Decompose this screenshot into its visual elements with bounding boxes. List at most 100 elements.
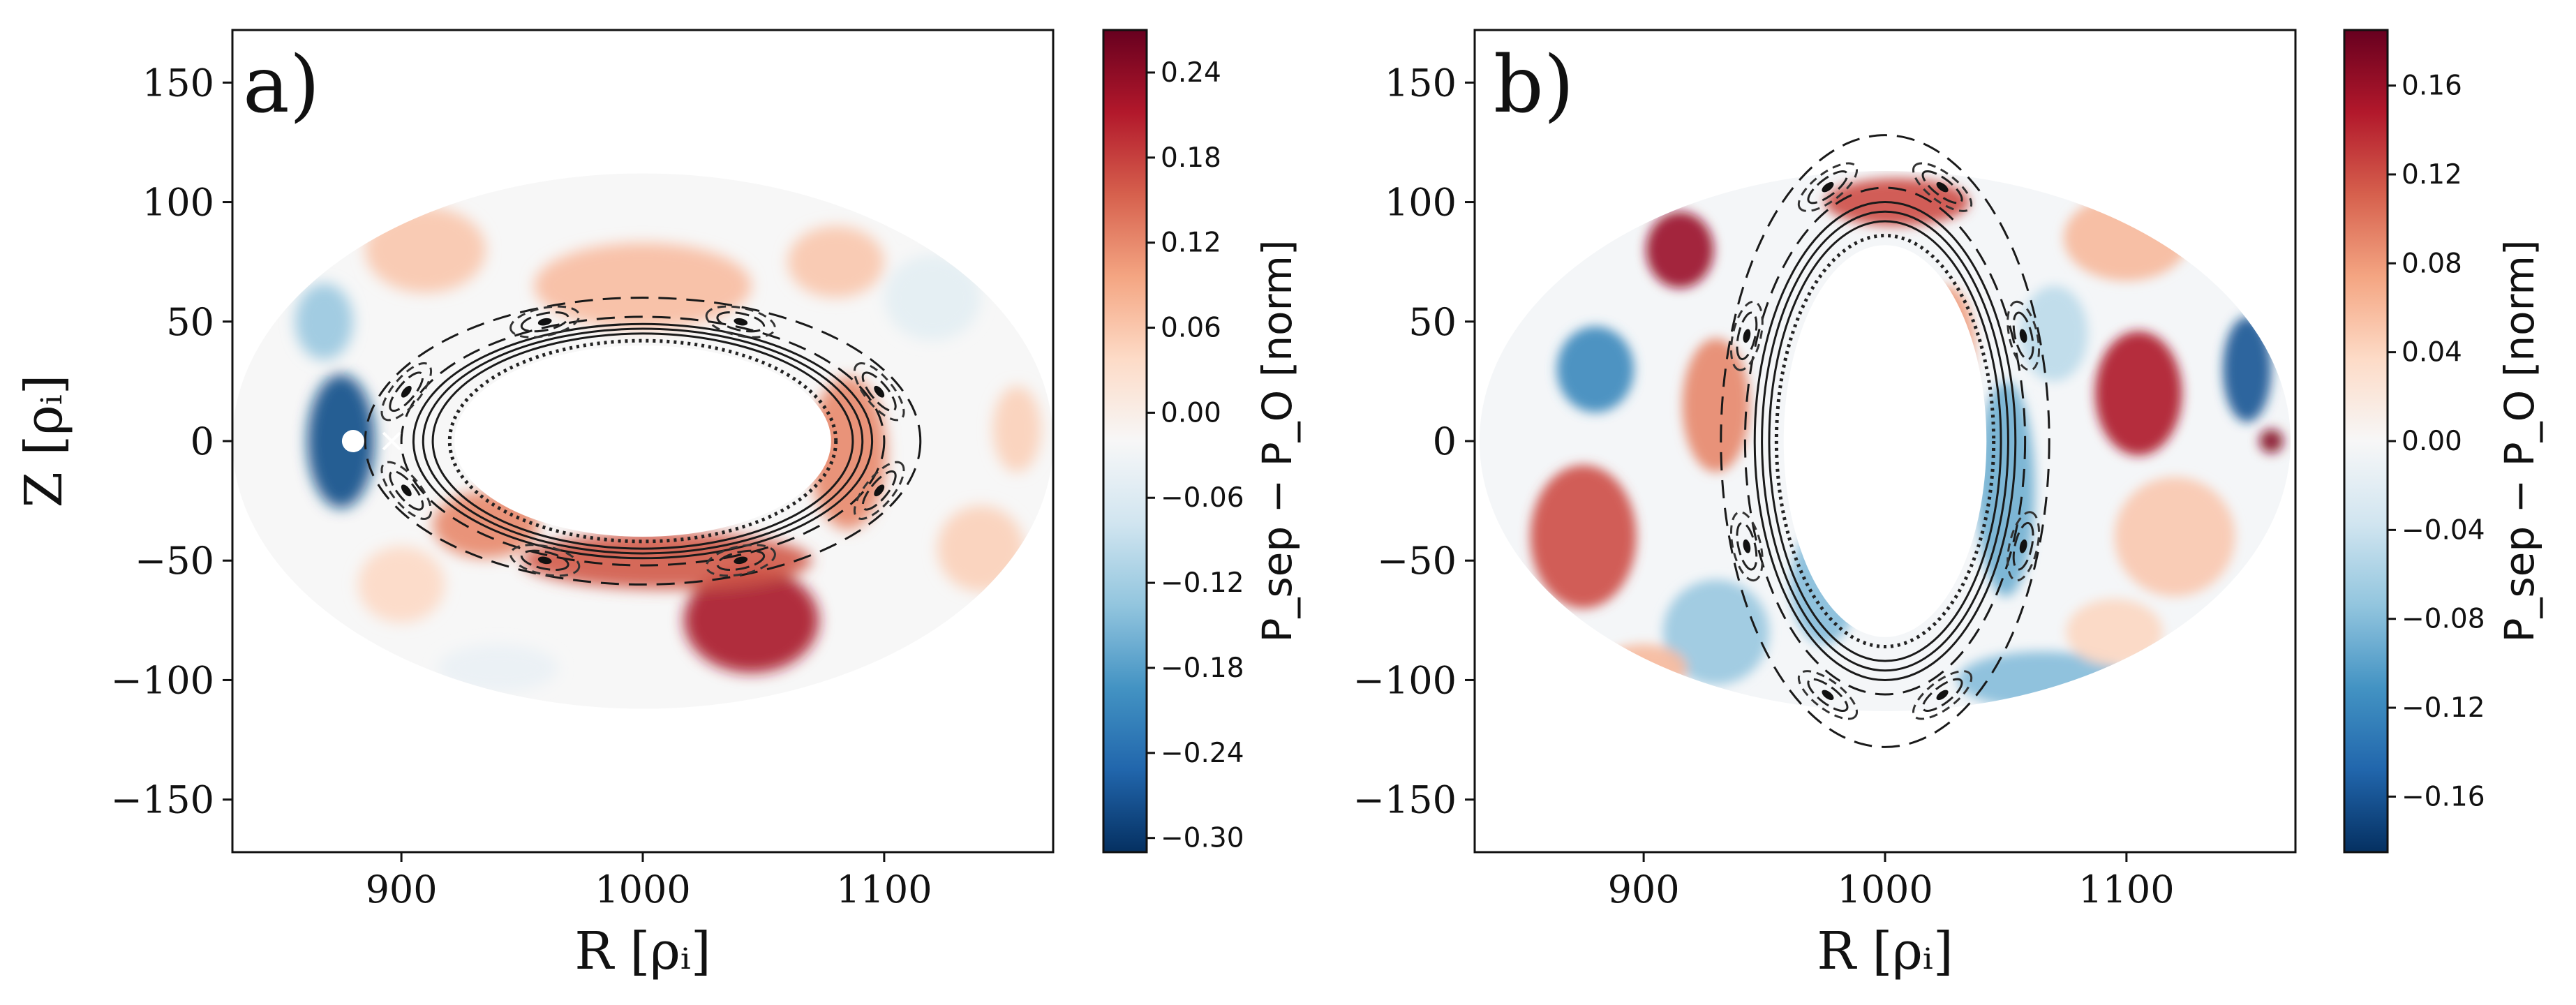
b-island-3-outer (1729, 300, 1764, 371)
panel-a-x-axis-label: R [ρᵢ] (574, 921, 710, 981)
b-blob-0 (1646, 211, 1714, 288)
b-xtick-label-1: 1000 (1837, 868, 1933, 911)
b-island-4-outer (1729, 511, 1764, 582)
b-island-2-outer (1797, 162, 1859, 212)
b-blob-17 (2020, 285, 2088, 382)
a-island-1-outer (705, 305, 776, 338)
b-island-2 (1797, 162, 1859, 212)
a-island-3 (380, 362, 433, 422)
a-cb-tick-label-2: 0.12 (1161, 228, 1221, 259)
panel-a-colorbar-label: P_sep − P_O [norm] (1253, 239, 1301, 642)
b-cb-tick-label-5: −0.04 (2402, 514, 2485, 546)
b-blob-5 (2063, 195, 2189, 281)
a-island-0 (853, 362, 905, 422)
b-xtick-label-0: 900 (1608, 868, 1680, 911)
b-ytick-label-5: −100 (1353, 658, 1457, 702)
b-flux-surface-2 (1761, 210, 2009, 672)
a-ytick-label-5: −100 (111, 658, 214, 702)
b-cb-tick-label-0: 0.16 (2402, 70, 2462, 102)
a-ytick-label-6: −150 (111, 778, 214, 822)
panel-a-colorbar-strip (1102, 29, 1148, 854)
a-flux-surface-1 (431, 332, 854, 550)
a-island-1-o-point (734, 318, 748, 326)
a-island-4-inner (389, 470, 424, 511)
a-island-1-inner (716, 311, 766, 333)
a-island-4-outer (380, 461, 433, 520)
b-island-7-inner (2012, 521, 2034, 571)
b-blob-13 (1600, 644, 1688, 692)
b-blob-3 (1530, 465, 1637, 609)
a-blob-5 (534, 242, 752, 329)
b-blob-8 (2223, 316, 2272, 422)
b-ytick-label-2: 50 (1408, 300, 1457, 344)
a-island-2-inner (520, 311, 569, 333)
a-island-3-inner (389, 371, 424, 412)
panel-a-colorbar: 0.24 0.18 0.12 0.06 0.00 −0.06 −0.12 −0.18 −0.24… (1102, 29, 1301, 854)
panel-b-flux-surfaces (1720, 134, 2050, 748)
b-island-7-outer (2007, 511, 2041, 582)
a-island-7-outer (853, 461, 905, 520)
a-island-2 (509, 305, 581, 338)
panel-a: 900 1000 1100 150 100 50 0 −50 −100 −150 a) R [ρ… (14, 29, 1301, 981)
a-island-7-o-point (874, 484, 885, 497)
a-island-3-o-point (401, 385, 412, 398)
a-island-0-inner (861, 371, 897, 412)
b-ytick-label-3: 0 (1433, 419, 1457, 463)
a-island-4-o-point (401, 484, 412, 497)
a-cb-tick-label-6: −0.12 (1161, 567, 1244, 599)
a-flux-surface-5 (364, 297, 922, 586)
b-island-6-inner (1921, 678, 1963, 713)
b-flux-surface-4 (1743, 186, 2027, 696)
b-island-2-o-point (1822, 181, 1834, 193)
a-island-7 (853, 461, 905, 520)
b-flux-surface-5 (1720, 134, 2050, 748)
a-blob-10 (787, 225, 884, 298)
b-island-6-outer (1912, 670, 1973, 720)
b-island-0 (2007, 300, 2041, 371)
a-ytick-label-2: 50 (166, 300, 214, 344)
panel-b-colorbar-label: P_sep − P_O [norm] (2496, 239, 2543, 642)
b-cb-tick-label-3: 0.04 (2402, 337, 2462, 368)
a-island-6-outer (705, 544, 776, 577)
panel-b-label: b) (1494, 40, 1574, 131)
b-island-0-o-point (2019, 329, 2027, 343)
b-xtick-label-2: 1100 (2078, 868, 2174, 911)
a-blob-8 (884, 254, 981, 341)
a-island-5 (509, 544, 581, 577)
panel-a-x-point-marker (382, 431, 401, 451)
b-island-6-o-point (1936, 690, 1949, 701)
a-xtick-label-0: 900 (366, 868, 438, 911)
b-ytick-label-4: −50 (1377, 539, 1457, 583)
panel-a-colorbar-ticks: 0.24 0.18 0.12 0.06 0.00 −0.06 −0.12 −0.18 −0.24… (1147, 57, 1244, 854)
panel-a-x-axis: 900 1000 1100 (366, 852, 932, 911)
b-cb-tick-label-4: 0.00 (2402, 426, 2462, 457)
b-island-3-o-point (1743, 329, 1751, 343)
b-blob-12 (1662, 579, 1769, 685)
b-blob-11 (2114, 477, 2235, 597)
a-blob-0 (307, 374, 375, 508)
b-cb-tick-label-6: −0.08 (2402, 604, 2485, 635)
b-island-4-o-point (1743, 539, 1751, 553)
panel-b-colorbar: 0.16 0.12 0.08 0.04 0.00 −0.04 −0.08 −0.12 −0.16… (2343, 29, 2543, 854)
a-cb-tick-label-0: 0.24 (1161, 57, 1221, 89)
a-island-5-o-point (537, 556, 552, 565)
a-cb-tick-label-1: 0.18 (1161, 142, 1221, 174)
b-island-5-inner (1807, 678, 1849, 713)
b-blob-6 (1556, 326, 1635, 412)
a-blob-9 (992, 386, 1041, 472)
panel-b-colorbar-strip (2343, 29, 2389, 854)
b-island-4 (1729, 511, 1764, 582)
b-ytick-label-1: 100 (1385, 181, 1457, 225)
a-island-6-o-point (734, 556, 748, 565)
panel-a-label: a) (243, 40, 320, 131)
b-island-2-inner (1807, 170, 1849, 204)
a-island-6 (705, 544, 776, 577)
panel-b-magnetic-islands (1729, 162, 2041, 720)
a-island-1 (705, 305, 776, 338)
panel-b-core-hole (1783, 245, 1987, 637)
a-island-7-inner (861, 470, 897, 511)
a-island-2-o-point (537, 318, 552, 326)
b-flux-surface-1 (1768, 220, 2002, 662)
a-blob-2 (683, 567, 819, 673)
